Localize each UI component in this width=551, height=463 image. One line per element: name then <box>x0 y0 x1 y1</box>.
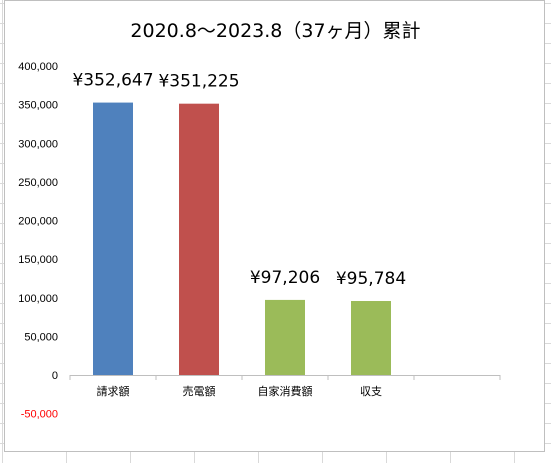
y-axis-ticks: 400,000 350,000 300,000 250,000 200,000 150,0… <box>18 61 58 421</box>
y-tick-label: 400,000 <box>18 61 58 73</box>
y-tick-label: -50,000 <box>21 409 58 421</box>
x-category-label: 収支 <box>360 385 382 398</box>
bar-4[interactable] <box>351 301 391 375</box>
y-tick-label: 50,000 <box>24 331 58 343</box>
data-label: ¥97,206 <box>250 268 320 288</box>
x-category-label: 自家消費額 <box>258 384 313 398</box>
bar-3[interactable] <box>265 299 305 375</box>
y-tick-label: 300,000 <box>18 138 58 150</box>
y-tick-label: 350,000 <box>18 100 58 112</box>
x-category-label: 売電額 <box>183 385 216 398</box>
bars <box>93 102 391 376</box>
x-category-label: 請求額 <box>97 384 130 398</box>
data-label: ¥352,647 <box>72 71 153 91</box>
chart-title: 2020.8〜2023.8（37ヶ月）累計 <box>130 20 421 42</box>
y-tick-label: 0 <box>52 370 58 382</box>
y-tick-label: 150,000 <box>18 254 58 266</box>
x-axis-ticks: 請求額 売電額 自家消費額 収支 <box>69 375 501 398</box>
bar-1[interactable] <box>93 102 133 375</box>
bar-2[interactable] <box>179 103 219 376</box>
y-tick-label: 250,000 <box>18 177 58 189</box>
data-labels: ¥352,647 ¥351,225 ¥97,206 ¥95,784 <box>72 71 406 289</box>
data-label: ¥351,225 <box>158 72 239 92</box>
y-tick-label: 200,000 <box>18 216 58 228</box>
data-label: ¥95,784 <box>336 269 406 289</box>
y-tick-label: 100,000 <box>18 293 58 305</box>
